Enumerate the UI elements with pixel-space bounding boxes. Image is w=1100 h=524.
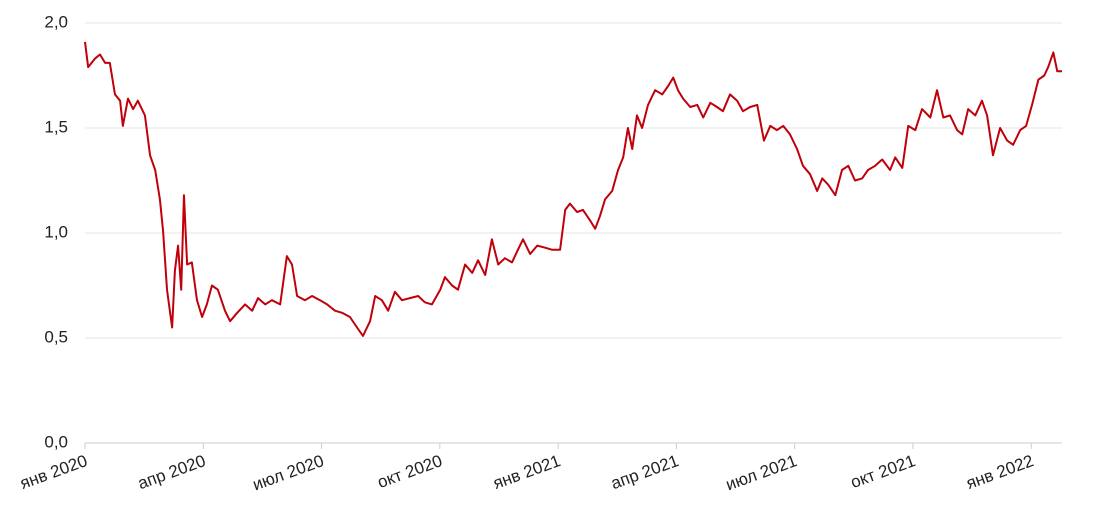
x-tick-label: апр 2021 (608, 451, 681, 493)
x-tick-label: янв 2022 (964, 451, 1036, 493)
x-tick-label: янв 2021 (491, 451, 563, 493)
x-tick-label: окт 2020 (375, 451, 445, 492)
y-tick-label: 1,0 (44, 222, 68, 241)
y-tick-label: 0,5 (44, 327, 68, 346)
y-tick-label: 0,0 (44, 432, 68, 451)
x-tick-label: апр 2020 (135, 451, 208, 493)
y-tick-label: 1,5 (44, 117, 68, 136)
x-tick-label: июл 2021 (723, 451, 799, 494)
x-tick-label: июл 2020 (250, 451, 326, 494)
line (84, 41, 1062, 337)
x-tick-label: янв 2020 (17, 451, 89, 493)
x-tick-label: окт 2021 (848, 451, 918, 492)
y-tick-label: 2,0 (44, 12, 68, 31)
